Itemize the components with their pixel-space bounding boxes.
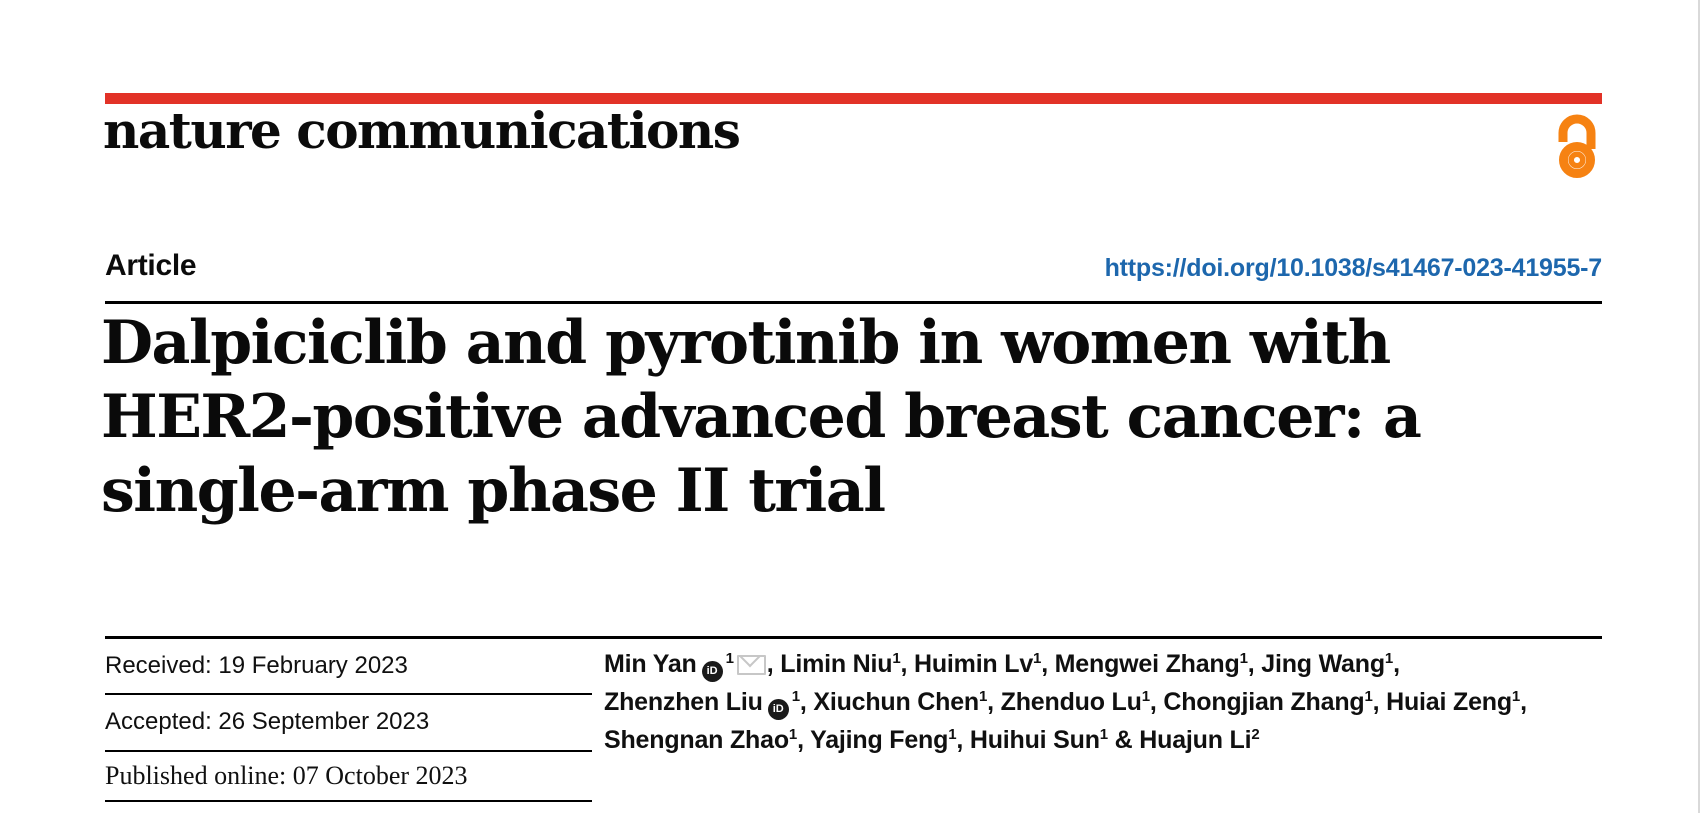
published-date-row: Published online: 07 October 2023 — [105, 761, 468, 791]
author-name: , Huimin Lv — [900, 650, 1034, 678]
divider-received-accepted — [105, 693, 592, 695]
author-name: , — [1520, 688, 1527, 716]
author-list: Min Yan iD1, Limin Niu1, Huimin Lv1, Meng… — [604, 647, 1604, 761]
author-affiliation-superscript: 1 — [1141, 688, 1150, 705]
author-affiliation-superscript: 1 — [1099, 726, 1108, 743]
published-label: Published online: — [105, 761, 287, 790]
author-affiliation-superscript: 1 — [1033, 650, 1042, 667]
author-name: , Zhenduo Lu — [987, 688, 1142, 716]
received-label: Received: — [105, 652, 212, 679]
email-envelope-icon[interactable] — [736, 655, 766, 675]
author-name: , Mengwei Zhang — [1041, 650, 1240, 678]
author-name: , Xiuchun Chen — [799, 688, 980, 716]
received-date-row: Received: 19 February 2023 — [105, 652, 408, 680]
author-line: Min Yan iD1, Limin Niu1, Huimin Lv1, Meng… — [604, 647, 1604, 685]
author-name: & Huajun Li — [1107, 726, 1252, 754]
author-name: , Huihui Sun — [956, 726, 1100, 754]
received-value: 19 February 2023 — [218, 652, 408, 679]
orcid-id-icon[interactable]: iD — [767, 699, 789, 720]
author-name: , — [1393, 650, 1400, 678]
doi-row: https://doi.org/10.1038/s41467-023-41955… — [105, 254, 1603, 283]
author-affiliation-superscript: 1 — [948, 726, 957, 743]
page-right-edge — [1698, 0, 1700, 813]
divider-accepted-published — [105, 750, 592, 752]
author-affiliation-superscript: 1 — [1511, 688, 1521, 705]
author-line: Zhenzhen Liu iD1, Xiuchun Chen1, Zhenduo … — [604, 685, 1604, 723]
journal-logo: nature communications — [103, 101, 741, 160]
divider-below-article-label — [105, 301, 1602, 304]
author-affiliation-superscript: 1 — [725, 650, 734, 667]
author-name: , Huiai Zeng — [1372, 688, 1512, 716]
author-affiliation-superscript: 1 — [1364, 688, 1373, 705]
author-affiliation-superscript: 1 — [791, 688, 800, 705]
published-value: 07 October 2023 — [292, 761, 468, 790]
paper-title: Dalpiciclib and pyrotinib in women with … — [101, 308, 1422, 526]
accepted-date-row: Accepted: 26 September 2023 — [105, 708, 429, 736]
doi-link[interactable]: https://doi.org/10.1038/s41467-023-41955… — [1104, 254, 1603, 282]
orcid-id-icon[interactable]: iD — [701, 661, 723, 682]
author-name: , Yajing Feng — [797, 726, 949, 754]
author-line: Shengnan Zhao1, Yajing Feng1, Huihui Sun… — [604, 723, 1604, 761]
accepted-label: Accepted: — [105, 708, 212, 735]
author-affiliation-superscript: 1 — [979, 688, 988, 705]
journal-brand-bar — [105, 93, 1602, 104]
author-affiliation-superscript: 1 — [892, 650, 901, 667]
author-affiliation-superscript: 1 — [788, 726, 798, 743]
divider-above-metadata — [105, 636, 1602, 639]
author-affiliation-superscript: 2 — [1251, 726, 1260, 743]
divider-below-published — [105, 800, 592, 802]
author-name: Min Yan — [604, 650, 697, 678]
author-name: Zhenzhen Liu — [604, 688, 763, 716]
accepted-value: 26 September 2023 — [218, 708, 430, 735]
author-affiliation-superscript: 1 — [1384, 650, 1394, 667]
author-affiliation-superscript: 1 — [1239, 650, 1248, 667]
open-access-icon — [1558, 114, 1596, 178]
author-name: , Jing Wang — [1247, 650, 1385, 678]
author-name: Shengnan Zhao — [604, 726, 789, 754]
author-name: , Chongjian Zhang — [1149, 688, 1365, 716]
author-name: , Limin Niu — [766, 650, 893, 678]
article-type-label: Article — [105, 249, 197, 282]
